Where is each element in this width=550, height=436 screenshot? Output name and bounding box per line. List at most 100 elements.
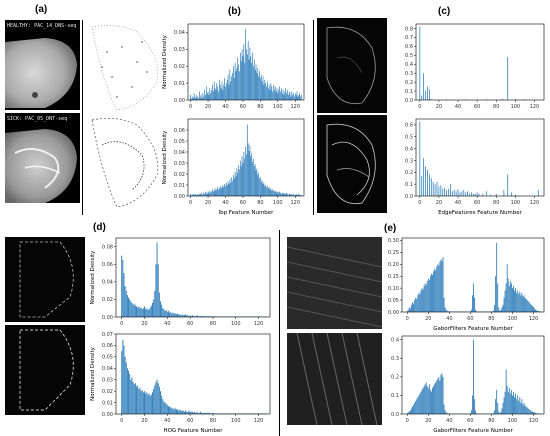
- bar: [280, 193, 282, 196]
- y-tick-label: 0.04: [102, 366, 113, 372]
- bar: [204, 89, 205, 100]
- bar: [279, 86, 280, 100]
- bar: [150, 394, 152, 414]
- x-tick-label: 80: [210, 321, 216, 327]
- bar: [501, 99, 503, 100]
- bar: [294, 96, 295, 100]
- bar: [528, 302, 530, 312]
- lbp-image-healthy: [87, 22, 172, 112]
- bar: [234, 62, 236, 100]
- y-tick-label: 0.00: [174, 98, 185, 104]
- bar: [493, 310, 494, 312]
- x-tick-label: 40: [446, 418, 452, 424]
- bar: [227, 181, 229, 196]
- bar: [270, 83, 272, 100]
- bar: [282, 89, 284, 100]
- bar: [277, 93, 279, 100]
- y-axis-label: Normalized Density: [90, 250, 96, 305]
- bar: [140, 307, 142, 317]
- chart-gabor-sick: 0 20 40 60 80 100 120 0.0 0.1 0.2 0.3 0.4 GaborFilte…: [391, 335, 545, 434]
- bar: [532, 306, 533, 312]
- x-tick-label: 40: [222, 104, 228, 110]
- bar: [461, 191, 463, 196]
- bar: [507, 278, 509, 312]
- x-tick-label: 120: [530, 200, 540, 206]
- thermal-foot-sick: [5, 129, 77, 203]
- bar: [228, 84, 230, 100]
- x-tick-label: 0: [120, 321, 123, 327]
- bar: [537, 310, 539, 312]
- bar: [421, 389, 423, 414]
- y-tick-label: 0.08: [102, 245, 113, 251]
- bar: [290, 96, 292, 100]
- bar: [213, 316, 215, 317]
- bar: [442, 376, 444, 414]
- bar: [197, 193, 198, 196]
- x-tick-label: 120: [529, 418, 539, 424]
- bar: [270, 188, 272, 196]
- bar: [231, 177, 232, 196]
- bar: [203, 192, 205, 196]
- y-tick-label: 0.2: [405, 170, 413, 176]
- bar: [125, 290, 127, 317]
- bar: [301, 194, 302, 196]
- bar: [125, 362, 127, 414]
- bar: [190, 94, 191, 100]
- bar: [416, 399, 418, 414]
- bar: [264, 79, 266, 100]
- bar: [145, 393, 147, 414]
- bar: [137, 307, 139, 317]
- x-tick-label: 80: [488, 418, 494, 424]
- bar: [179, 409, 181, 414]
- y-tick-label: 0.5: [405, 135, 413, 141]
- bar: [506, 386, 508, 414]
- bar: [411, 304, 412, 312]
- lbp-image-sick: [87, 115, 172, 210]
- bar: [478, 193, 480, 196]
- bar: [240, 61, 242, 100]
- bar: [439, 380, 441, 414]
- bar: [453, 190, 455, 196]
- bar: [412, 406, 413, 414]
- bar: [528, 409, 530, 414]
- bar: [222, 185, 224, 196]
- bar: [199, 96, 201, 100]
- bar: [218, 91, 219, 100]
- bar: [427, 388, 429, 414]
- bar: [474, 399, 475, 414]
- bar: [169, 312, 171, 317]
- caption-healthy: HEALTHY: PAC_14_DNS-seq: [7, 23, 77, 29]
- y-tick-label: 0.0: [405, 194, 413, 200]
- bar: [443, 404, 445, 414]
- x-tick-label: 100: [511, 200, 521, 206]
- bar: [229, 69, 231, 100]
- bar: [503, 99, 505, 100]
- bar: [459, 192, 461, 196]
- bar: [129, 374, 131, 414]
- bar: [498, 411, 500, 414]
- bar: [495, 193, 497, 196]
- bar: [128, 370, 130, 414]
- bar: [529, 303, 531, 312]
- bar: [197, 412, 199, 414]
- bar: [256, 72, 258, 100]
- bar: [431, 391, 432, 414]
- bar: [257, 175, 259, 196]
- bar: [434, 269, 436, 312]
- bar: [512, 288, 513, 312]
- bar: [434, 384, 436, 414]
- bar: [243, 44, 245, 100]
- y-tick-label: 0.4: [391, 338, 399, 344]
- bar: [239, 52, 241, 100]
- x-tick-label: 100: [511, 104, 521, 110]
- bar: [286, 192, 287, 196]
- bar: [183, 411, 185, 414]
- bar: [202, 193, 204, 196]
- bar: [214, 88, 216, 100]
- bar: [425, 166, 426, 196]
- bar: [123, 273, 125, 317]
- bar: [288, 193, 290, 196]
- bar: [147, 309, 149, 317]
- bar: [170, 407, 172, 414]
- bar: [433, 271, 434, 312]
